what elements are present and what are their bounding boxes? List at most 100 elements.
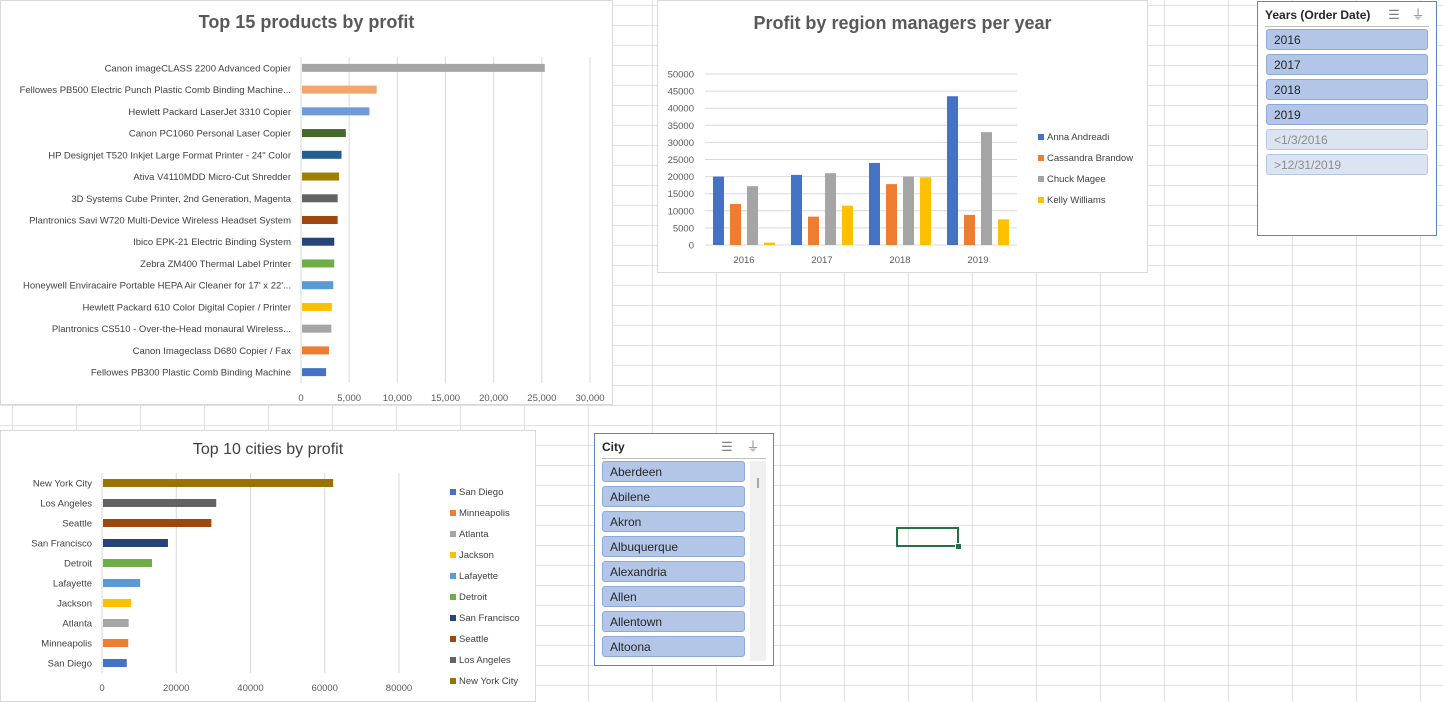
regions-legend-swatch	[1038, 134, 1044, 140]
city-slicer-scrollbar[interactable]	[750, 461, 766, 661]
regions-bar	[808, 216, 819, 245]
regions-y-tick: 25000	[668, 155, 694, 166]
regions-bar	[964, 214, 975, 245]
year-item[interactable]: 2019	[1266, 104, 1428, 125]
regions-x-tick: 2016	[733, 255, 754, 266]
products-bar	[302, 281, 334, 290]
year-item[interactable]: 2018	[1266, 79, 1428, 100]
city-item[interactable]: Alexandria	[602, 561, 745, 582]
regions-bar	[998, 219, 1009, 245]
regions-bar	[791, 174, 802, 245]
cities-x-tick: 20000	[163, 683, 189, 694]
year-item-before[interactable]: <1/3/2016	[1266, 129, 1428, 150]
products-category-label: HP Designjet T520 Inkjet Large Format Pr…	[48, 150, 291, 161]
regions-y-tick: 15000	[668, 189, 694, 200]
cities-bar	[103, 479, 334, 487]
selected-cell[interactable]	[896, 527, 959, 547]
regions-legend-swatch	[1038, 197, 1044, 203]
fill-handle[interactable]	[955, 543, 962, 550]
products-category-label: Plantronics Savi W720 Multi-Device Wirel…	[29, 216, 291, 227]
products-chart-plot: 0 5,000 10,000 15,000 20,000 25,000 30,000 Cano…	[20, 57, 605, 404]
years-slicer-title: Years (Order Date)	[1265, 8, 1371, 22]
regions-bar	[886, 184, 897, 245]
regions-chart[interactable]: Profit by region managers per year 0 5000…	[657, 0, 1148, 273]
city-item[interactable]: Abilene	[602, 486, 745, 507]
products-bar	[302, 237, 335, 246]
city-item[interactable]: Allen	[602, 586, 745, 607]
regions-bar	[981, 132, 992, 245]
products-x-tick: 10,000	[383, 393, 412, 404]
products-bar	[302, 216, 338, 224]
regions-legend-label: Chuck Magee	[1047, 174, 1106, 185]
regions-x-tick: 2019	[967, 255, 988, 266]
cities-category-label: Seattle	[62, 519, 92, 530]
cities-category-label: New York City	[33, 479, 92, 490]
regions-bar	[869, 162, 880, 245]
regions-legend-swatch	[1038, 176, 1044, 182]
city-slicer[interactable]: City ☰ ⏚ Aberdeen Abilene Akron Albuquer…	[594, 433, 774, 666]
cities-x-tick: 60000	[312, 683, 338, 694]
cities-category-label: San Francisco	[31, 539, 92, 550]
year-item[interactable]: 2016	[1266, 29, 1428, 50]
products-x-tick: 25,000	[527, 393, 556, 404]
multi-select-icon[interactable]: ☰	[1388, 7, 1400, 22]
city-item[interactable]: Altoona	[602, 636, 745, 657]
cities-chart-plot: 0 20000 40000 60000 80000 New York City Los An…	[31, 473, 520, 694]
products-category-label: Canon imageCLASS 2200 Advanced Copier	[105, 63, 291, 74]
products-x-tick: 15,000	[431, 393, 460, 404]
year-item[interactable]: 2017	[1266, 54, 1428, 75]
cities-legend-label: Atlanta	[459, 529, 489, 540]
cities-chart-title: Top 10 cities by profit	[192, 441, 344, 458]
products-category-label: Ibico EPK-21 Electric Binding System	[133, 237, 291, 248]
city-slicer-title: City	[602, 440, 625, 454]
cities-legend-swatch	[450, 678, 456, 684]
products-category-label: Honeywell Enviracaire Portable HEPA Air …	[23, 281, 291, 292]
products-category-label: Canon Imageclass D680 Copier / Fax	[133, 346, 292, 357]
years-slicer[interactable]: Years (Order Date) ☰ ⏚ 2016 2017 2018 20…	[1257, 1, 1437, 236]
products-x-tick: 30,000	[575, 393, 604, 404]
regions-y-tick: 40000	[668, 104, 694, 115]
cities-legend-swatch	[450, 573, 456, 579]
clear-filter-icon[interactable]: ⏚	[746, 439, 760, 454]
products-category-label: Ativa V4110MDD Micro-Cut Shredder	[133, 172, 291, 183]
cities-legend-label: New York City	[459, 676, 518, 687]
products-bar	[302, 85, 377, 94]
cities-category-label: San Diego	[48, 659, 92, 670]
regions-y-tick: 5000	[673, 223, 694, 234]
products-category-label: Zebra ZM400 Thermal Label Printer	[140, 259, 291, 270]
cities-x-tick: 40000	[237, 683, 263, 694]
years-slicer-header: Years (Order Date) ☰ ⏚	[1265, 6, 1429, 27]
clear-filter-icon[interactable]: ⏚	[1411, 7, 1425, 22]
cities-x-tick: 0	[99, 683, 104, 694]
regions-chart-plot: 0 5000 10000 15000 20000 25000 30000 35000 40000…	[668, 70, 1134, 267]
city-item[interactable]: Aberdeen	[602, 461, 745, 482]
cities-category-label: Los Angeles	[40, 499, 92, 510]
products-x-tick: 0	[298, 393, 303, 404]
products-bar	[302, 107, 370, 116]
regions-y-tick: 30000	[668, 138, 694, 149]
products-bar	[302, 129, 346, 138]
city-slicer-scroll-thumb[interactable]	[757, 478, 759, 488]
regions-bar	[764, 242, 775, 245]
regions-bar	[842, 205, 853, 245]
regions-y-tick: 50000	[668, 70, 694, 81]
cities-category-label: Minneapolis	[41, 639, 92, 650]
city-item[interactable]: Allentown	[602, 611, 745, 632]
products-bar	[302, 172, 340, 181]
multi-select-icon[interactable]: ☰	[721, 439, 733, 454]
cities-bar	[103, 539, 168, 547]
products-bar	[302, 324, 332, 333]
regions-bar	[747, 186, 758, 245]
year-item-after[interactable]: >12/31/2019	[1266, 154, 1428, 175]
cities-x-tick: 80000	[386, 683, 412, 694]
city-item[interactable]: Akron	[602, 511, 745, 532]
regions-y-tick: 0	[689, 241, 694, 252]
cities-chart[interactable]: Top 10 cities by profit 0 20000 40000 60000…	[0, 430, 536, 702]
city-item[interactable]: Albuquerque	[602, 536, 745, 557]
cities-legend-label: Lafayette	[459, 571, 498, 582]
cities-bar	[103, 519, 212, 527]
cities-legend-swatch	[450, 510, 456, 516]
cities-bar	[103, 559, 153, 567]
products-chart[interactable]: Top 15 products by profit 0 5,000 10,000 15…	[0, 0, 613, 405]
regions-legend-label: Cassandra Brandow	[1047, 153, 1133, 164]
